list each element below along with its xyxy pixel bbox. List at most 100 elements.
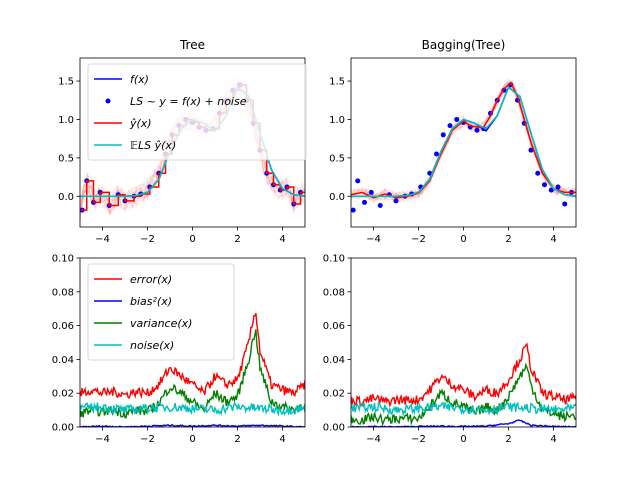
legend-label: ŷ(x) (129, 117, 152, 130)
x-tick-label: 0 (460, 434, 466, 445)
subplot-4: −4 −2 0 2 4 0.00 0.02 0.04 0.06 0.08 0.10 (323, 254, 577, 445)
ensemble-estimate-line (351, 81, 576, 201)
x-tick-label: −2 (140, 434, 155, 445)
sample-point (548, 187, 554, 193)
sample-point (535, 170, 541, 176)
y-tick-label: 0.02 (323, 389, 345, 400)
series-line (351, 419, 576, 427)
sample-point (434, 151, 439, 157)
sample-point (351, 207, 356, 213)
x-tick-label: 4 (550, 434, 556, 445)
sample-point (362, 199, 367, 205)
ensemble-estimate-line (351, 80, 576, 203)
ensemble-estimate-line (351, 80, 576, 203)
x-tick-label: 0 (460, 234, 466, 245)
y-tick-label: 0.0 (329, 192, 345, 203)
sample-point (528, 147, 534, 153)
y-tick-label: 0.5 (58, 153, 74, 164)
subplot-3: −4 −2 0 2 4 0.00 0.02 0.04 0.06 0.08 0.10 error(x) b… (52, 254, 306, 445)
subplot-2: −4 −2 0 2 4 0.0 0.5 1.0 1.5 Bagging(Tree) (329, 38, 577, 245)
sample-point (368, 189, 374, 195)
x-tick-label: 2 (505, 234, 511, 245)
y-tick-label: 0.04 (323, 355, 345, 366)
sample-point (542, 182, 547, 188)
y-tick-label: 0.00 (52, 423, 74, 434)
legend: f(x) LS ~ y = f(x) + noise ŷ(x) 𝔼LS ŷ(x) (87, 63, 307, 161)
x-tick-label: −4 (95, 234, 110, 245)
expected-line (351, 85, 576, 198)
sample-point (447, 123, 453, 129)
x-tick-label: −4 (366, 234, 381, 245)
y-tick-label: 1.5 (329, 77, 345, 88)
x-tick-label: 0 (189, 234, 195, 245)
legend: error(x) bias²(x) variance(x) noise(x) (87, 263, 235, 361)
y-tick-label: 0.06 (52, 321, 74, 332)
y-tick-label: 0.06 (323, 321, 345, 332)
legend-label: 𝔼LS ŷ(x) (130, 139, 176, 152)
ensemble-estimate-line (351, 83, 576, 200)
x-tick-label: 0 (189, 434, 195, 445)
y-tick-label: 1.0 (58, 115, 74, 126)
x-tick-label: 2 (234, 434, 240, 445)
legend-label: noise(x) (130, 339, 174, 352)
y-tick-label: 1.0 (329, 115, 345, 126)
y-tick-label: 1.5 (58, 77, 74, 88)
ensemble-estimate-line (351, 81, 576, 203)
sample-point (355, 178, 361, 184)
axes-frame (350, 57, 577, 228)
sample-point (440, 132, 446, 138)
sample-point (393, 198, 399, 204)
legend-label: f(x) (130, 73, 149, 86)
series-line (80, 401, 305, 417)
y-tick-label: 0.08 (52, 287, 74, 298)
x-tick-label: 4 (279, 434, 285, 445)
subplot-title: Bagging(Tree) (422, 38, 506, 52)
sample-point (555, 184, 561, 190)
f-line (351, 85, 576, 198)
legend-box (87, 263, 235, 361)
sample-point (454, 116, 460, 122)
y_hat-line (351, 81, 576, 199)
y-tick-label: 0.04 (52, 355, 74, 366)
series-line (351, 342, 576, 408)
ensemble-estimate-line (351, 80, 576, 201)
legend-marker (105, 98, 111, 104)
y-tick-label: 0.00 (323, 423, 345, 434)
series-line (80, 312, 305, 400)
series-line (351, 362, 576, 427)
y-tick-label: 0.0 (58, 192, 74, 203)
ensemble-estimate-line (351, 84, 576, 205)
legend-label: error(x) (130, 273, 172, 286)
plot-area (351, 342, 576, 427)
x-tick-label: 4 (279, 234, 285, 245)
ensemble-estimate-line (351, 81, 576, 201)
legend-label: LS ~ y = f(x) + noise (130, 95, 247, 108)
plot-area (80, 312, 305, 427)
subplot-1: −4 −2 0 2 4 0.0 0.5 1.0 1.5 Tree f(x) LS ~ y = f(x)… (58, 38, 307, 245)
x-tick-label: −4 (95, 434, 110, 445)
ensemble-estimate-line (351, 78, 576, 202)
x-tick-label: −2 (140, 234, 155, 245)
x-tick-label: −2 (411, 434, 426, 445)
plot-area (351, 78, 576, 213)
x-tick-label: 2 (234, 234, 240, 245)
ensemble-estimate-line (351, 79, 576, 203)
sample-point (474, 127, 480, 133)
x-tick-label: −4 (366, 434, 381, 445)
legend-label: bias²(x) (130, 295, 172, 308)
y-tick-label: 0.10 (323, 254, 345, 265)
sample-point (562, 201, 568, 207)
y-tick-label: 0.08 (323, 287, 345, 298)
subplot-title: Tree (179, 38, 205, 52)
legend-box (87, 63, 307, 161)
y-tick-label: 0.5 (329, 153, 345, 164)
y-tick-label: 0.02 (52, 389, 74, 400)
x-tick-label: 4 (550, 234, 556, 245)
sample-point (377, 202, 383, 208)
series-line (351, 401, 576, 417)
x-tick-label: 2 (505, 434, 511, 445)
y-tick-label: 0.10 (52, 254, 74, 265)
series-line (80, 329, 305, 419)
legend-label: variance(x) (130, 317, 192, 330)
